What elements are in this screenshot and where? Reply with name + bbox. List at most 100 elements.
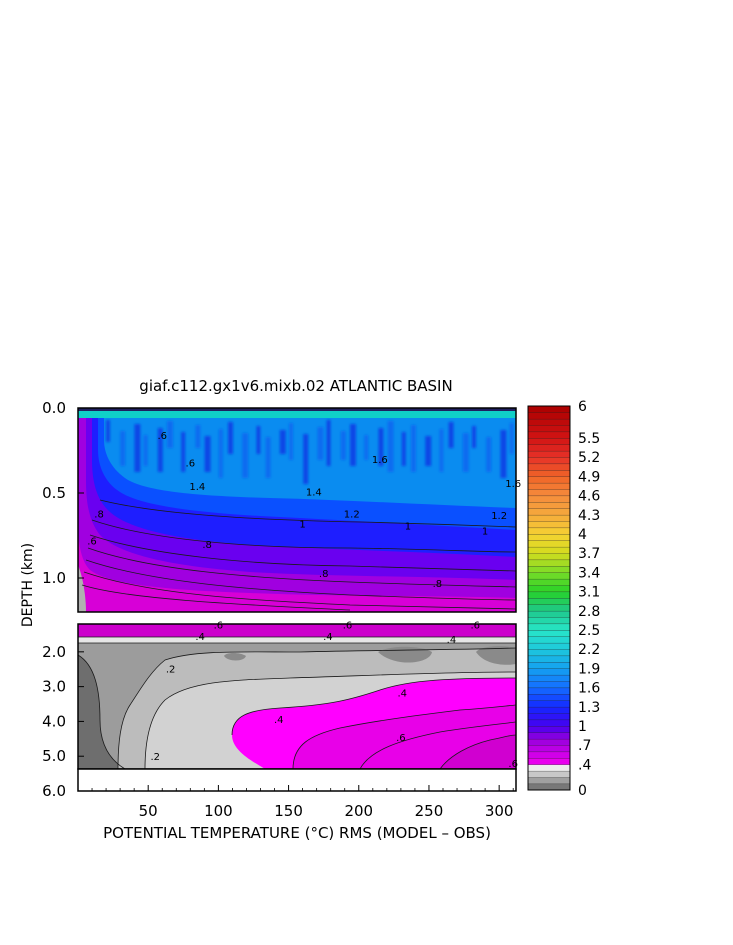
contour-label: .6 [214, 621, 224, 632]
colorbar-label: 3.4 [578, 565, 600, 581]
upper-streak [195, 425, 201, 448]
axes: 50 100 150 200 250 300 0.0 0.5 1.0 2.0 3.0 4.0 5.0 6.… [42, 399, 514, 820]
y-tick-label: 6.0 [42, 782, 66, 800]
colorbar: 6 5.5 5.2 4.9 4.6 4.3 4 3.7 3.4 3.1 2.8 2.5 2.2 1.9 1.… [527, 399, 600, 799]
upper-streak [279, 430, 286, 454]
colorbar-swatch [527, 527, 571, 535]
colorbar-label: 5.2 [578, 450, 600, 466]
x-tick-label: 300 [485, 802, 514, 820]
lower-panel: .6 .6 .6 .4 .4 .4 .2 .2 .4 .4 .6 .6 [77, 621, 518, 792]
x-tick-label: 50 [139, 802, 158, 820]
lower-band-purple [440, 735, 516, 769]
upper-streak [265, 437, 271, 478]
colorbar-swatch [527, 476, 571, 484]
upper-streak [289, 423, 293, 460]
upper-streak [218, 429, 223, 478]
colorbar-swatch [527, 495, 571, 503]
contour-label: .2 [150, 752, 160, 763]
colorbar-swatch [527, 444, 571, 452]
colorbar-swatch [527, 681, 571, 689]
upper-streak [387, 421, 394, 472]
upper-streak [256, 426, 261, 454]
colorbar-label: 5.5 [578, 431, 600, 447]
x-tick-label: 200 [344, 802, 373, 820]
colorbar-swatch [527, 770, 571, 778]
colorbar-swatch [527, 674, 571, 682]
y-axis-label: DEPTH (km) [20, 543, 36, 627]
upper-streak [425, 436, 432, 466]
surface-layer [78, 408, 516, 418]
colorbar-swatch [527, 514, 571, 522]
contour-label: .6 [87, 537, 97, 548]
upper-streak [350, 424, 356, 466]
y-tick-label: 2.0 [42, 643, 66, 661]
colorbar-swatch [527, 629, 571, 637]
colorbar-swatch [527, 745, 571, 753]
colorbar-label: 4.9 [578, 469, 600, 485]
colorbar-label: .4 [578, 757, 591, 773]
lower-contour-labels: .6 .6 .6 .4 .4 .4 .2 .2 .4 .4 .6 .6 [150, 621, 518, 770]
colorbar-swatch [527, 636, 571, 644]
y-tick-label: 5.0 [42, 747, 66, 765]
colorbar-swatch [527, 706, 571, 714]
colorbar-swatch [527, 757, 571, 765]
contour-label: 1.6 [372, 455, 388, 466]
contour-label: .6 [157, 431, 167, 442]
contour-label: .6 [396, 733, 406, 744]
colorbar-swatch [527, 610, 571, 618]
colorbar-swatch [527, 597, 571, 605]
upper-streak [486, 437, 492, 472]
colorbar-swatch [527, 668, 571, 676]
colorbar-swatch [527, 725, 571, 733]
upper-streak [204, 436, 211, 472]
contour-label: 1 [482, 526, 488, 537]
colorbar-label: 2.8 [578, 604, 600, 620]
contour-label: .4 [323, 632, 333, 643]
colorbar-swatch [527, 405, 571, 413]
contour-label: .8 [94, 509, 104, 520]
upper-streak [143, 435, 148, 466]
y-tick-label: 3.0 [42, 678, 66, 696]
y-tick-label: 4.0 [42, 712, 66, 730]
contour-label: 1.4 [306, 487, 322, 498]
upper-panel-frame [77, 407, 517, 613]
contour-label: .4 [195, 632, 205, 643]
colorbar-swatch [527, 540, 571, 548]
contour-label: .8 [319, 569, 329, 580]
colorbar-swatch [527, 437, 571, 445]
lower-band-grey-inner [118, 648, 516, 769]
colorbar-swatch [527, 482, 571, 490]
upper-streak [167, 421, 173, 448]
contour-label: .6 [343, 621, 353, 632]
upper-streak [472, 426, 476, 448]
colorbar-swatch [527, 777, 571, 785]
upper-streak [106, 420, 110, 442]
colorbar-swatch [527, 655, 571, 663]
colorbar-swatch [527, 604, 571, 612]
upper-streak [401, 432, 406, 466]
contour-label: 1.2 [491, 511, 507, 522]
colorbar-swatch [527, 578, 571, 586]
contour-label: .8 [433, 579, 443, 590]
colorbar-label: 2.5 [578, 623, 600, 639]
colorbar-swatch [527, 565, 571, 573]
upper-streak [340, 431, 346, 460]
colorbar-label: 4.3 [578, 508, 600, 524]
contour-label: .6 [186, 458, 196, 469]
colorbar-swatch [527, 533, 571, 541]
colorbar-label: 4 [578, 527, 587, 543]
upper-streak [317, 427, 324, 460]
colorbar-swatch [527, 425, 571, 433]
upper-streak [326, 420, 331, 466]
colorbar-swatch [527, 649, 571, 657]
upper-streak [378, 428, 384, 466]
upper-streak [157, 428, 163, 472]
colorbar-swatch [527, 501, 571, 509]
x-tick-label: 100 [204, 802, 233, 820]
upper-streak [500, 430, 507, 478]
contour-label: .2 [166, 665, 176, 676]
lower-band-dark-grey [78, 655, 125, 769]
contour-label: .4 [447, 635, 457, 646]
upper-streak [303, 434, 309, 484]
